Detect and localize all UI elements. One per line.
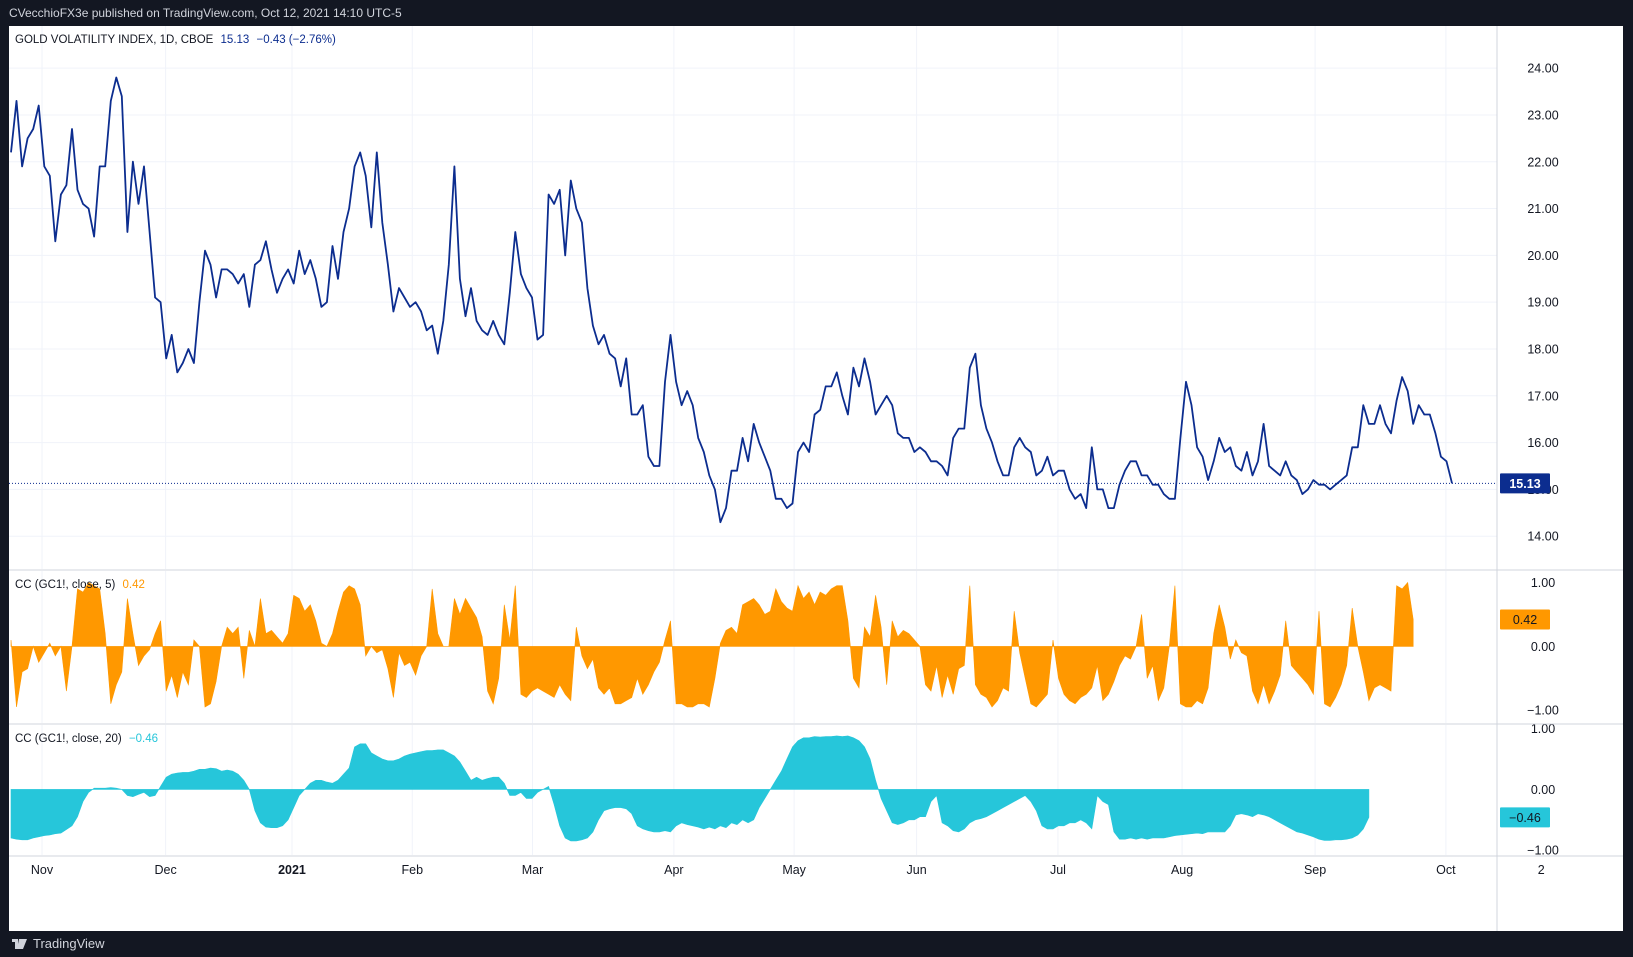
vol-index-line	[10, 76, 1453, 524]
time-tick-label: Jun	[907, 863, 927, 877]
cc20-value-label: −0.46	[1509, 811, 1541, 825]
time-tick-label: 2	[1538, 863, 1545, 877]
price-tick-label: 21.00	[1527, 202, 1558, 216]
cc5-area	[10, 581, 1414, 708]
pane-dividers	[9, 26, 1623, 931]
grid-layer	[9, 26, 1497, 855]
price-tick-label: 24.00	[1527, 62, 1558, 76]
series-layer	[9, 76, 1497, 842]
cc5-tick-label: −1.00	[1527, 704, 1559, 718]
main-legend-change: −0.43 (−2.76%)	[256, 34, 336, 46]
publish-header: CVecchioFX3e published on TradingView.co…	[0, 0, 1633, 26]
main-legend[interactable]: GOLD VOLATILITY INDEX, 1D, CBOE 15.13 −0…	[15, 34, 340, 46]
cc20-value-label-bg	[1500, 807, 1550, 828]
chart-frame[interactable]: Nov Dec 2021 Feb Mar Apr May Jun Jul Aug Sep Oct 2 14…	[9, 26, 1623, 931]
tradingview-logo-icon	[12, 939, 27, 949]
time-tick-label: Apr	[664, 863, 683, 877]
price-tick-label: 23.00	[1527, 108, 1558, 122]
last-price-label: 15.13	[1509, 477, 1540, 491]
cc5-value-label-bg	[1500, 609, 1550, 630]
cc5-value-label: 0.42	[1513, 613, 1537, 627]
time-tick-label: Sep	[1304, 863, 1326, 877]
cc20-tick-label: 1.00	[1531, 722, 1555, 736]
time-tick-label: Jul	[1050, 863, 1066, 877]
time-tick-label: Aug	[1171, 863, 1193, 877]
axis-layer: Nov Dec 2021 Feb Mar Apr May Jun Jul Aug Sep Oct 2 14…	[31, 62, 1559, 877]
price-tick-label: 22.00	[1527, 155, 1558, 169]
cc5-tick-label: 0.00	[1531, 640, 1555, 654]
footer-brand: TradingView	[33, 936, 105, 951]
cc5-tick-label: 1.00	[1531, 576, 1555, 590]
time-tick-label: Nov	[31, 863, 54, 877]
last-price-label-bg	[1500, 473, 1550, 494]
time-tick-label: Oct	[1436, 863, 1456, 877]
cc5-legend[interactable]: CC (GC1!, close, 5) 0.42	[15, 579, 149, 591]
cc20-legend-value: −0.46	[128, 733, 159, 745]
price-tick-label: 14.00	[1527, 530, 1558, 544]
cc20-area	[10, 735, 1370, 842]
time-tick-label: Dec	[155, 863, 177, 877]
time-tick-label: 2021	[278, 863, 306, 877]
main-legend-name: GOLD VOLATILITY INDEX, 1D, CBOE	[15, 34, 214, 46]
cc20-tick-label: −1.00	[1527, 844, 1559, 858]
price-tick-label: 16.00	[1527, 436, 1558, 450]
cc5-legend-value: 0.42	[122, 579, 145, 591]
time-tick-label: Mar	[522, 863, 544, 877]
publish-line: CVecchioFX3e published on TradingView.co…	[9, 6, 402, 20]
time-tick-label: May	[782, 863, 806, 877]
cc20-tick-label: 0.00	[1531, 783, 1555, 797]
footer-bar: TradingView	[0, 931, 1633, 957]
cc5-legend-name: CC (GC1!, close, 5)	[15, 579, 116, 591]
chart-svg[interactable]: Nov Dec 2021 Feb Mar Apr May Jun Jul Aug Sep Oct 2 14…	[9, 26, 1623, 931]
price-tick-label: 17.00	[1527, 389, 1558, 403]
time-tick-label: Feb	[401, 863, 423, 877]
price-tick-label: 20.00	[1527, 249, 1558, 263]
price-tick-label: 18.00	[1527, 342, 1558, 356]
cc20-legend-name: CC (GC1!, close, 20)	[15, 733, 122, 745]
price-tick-label: 19.00	[1527, 296, 1558, 310]
main-legend-last: 15.13	[220, 34, 250, 46]
cc20-legend[interactable]: CC (GC1!, close, 20) −0.46	[15, 733, 162, 745]
